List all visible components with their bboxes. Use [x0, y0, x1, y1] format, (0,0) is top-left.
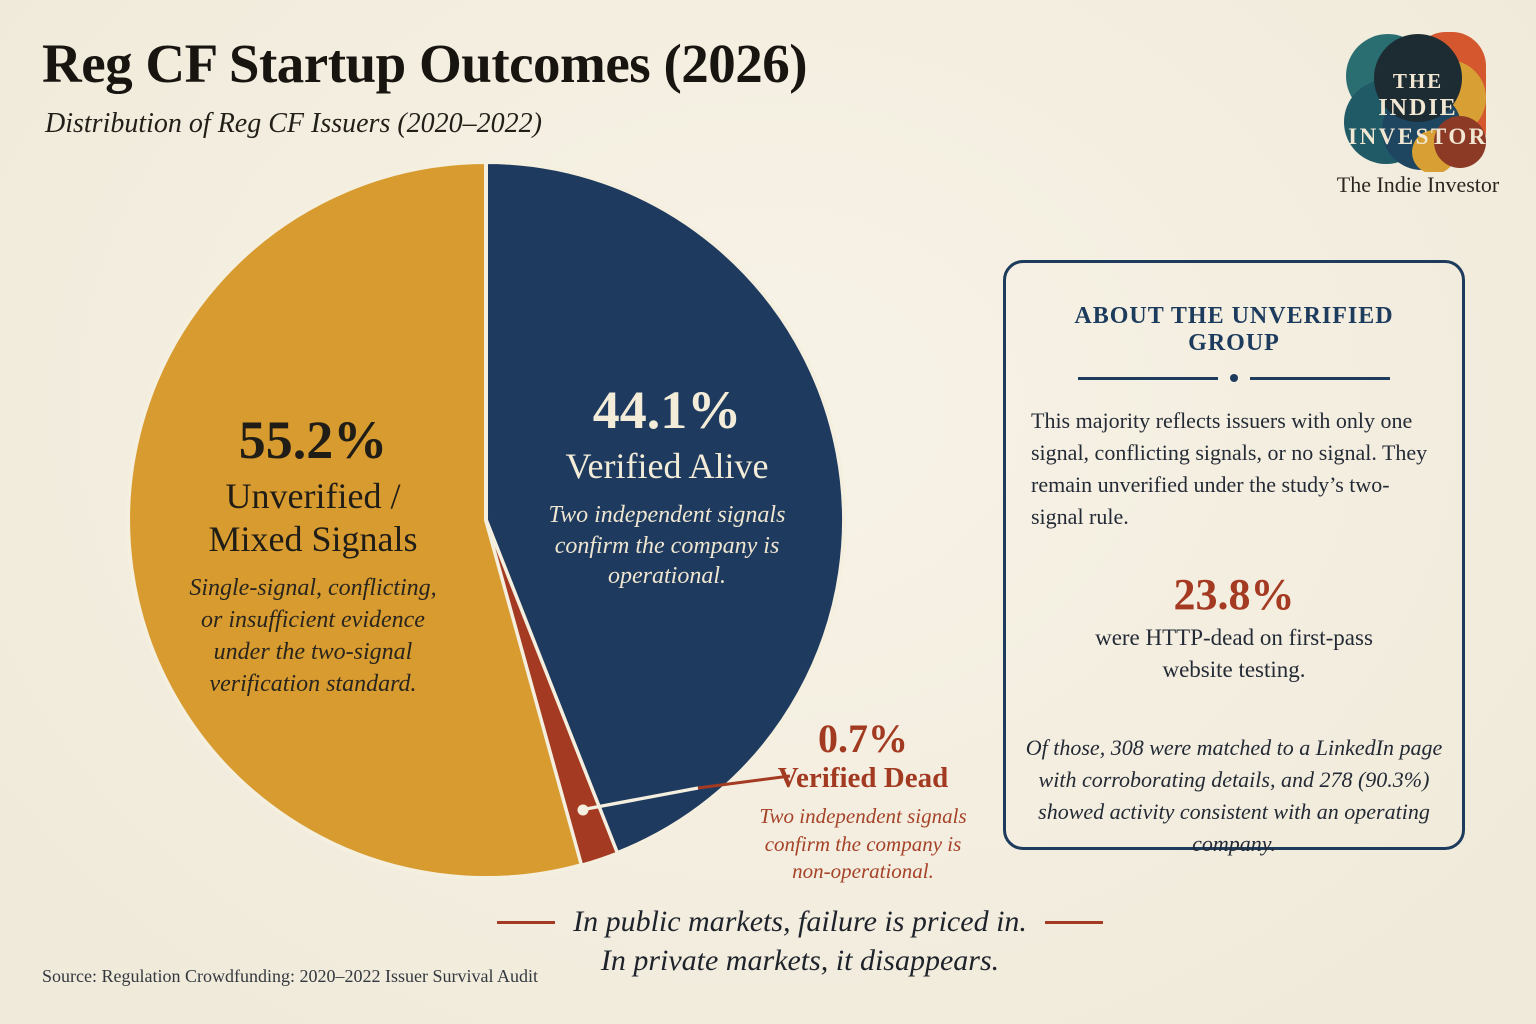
- label-unverified-mixed-signals: 55.2% Unverified / Mixed Signals Single-…: [133, 412, 493, 701]
- unverified-name-line2: Mixed Signals: [208, 518, 418, 559]
- dead-pct: 0.7%: [818, 716, 908, 761]
- brand-logo: THE INDIE INVESTOR: [1344, 24, 1492, 174]
- source-line: Source: Regulation Crowdfunding: 2020–20…: [42, 966, 538, 987]
- stat-caption: were HTTP-dead on first-pass website tes…: [1095, 625, 1373, 683]
- pie-slice-unverified: [126, 160, 584, 880]
- info-box-paragraph: This majority reflects issuers with only…: [1031, 408, 1428, 530]
- quote-text-line2: In private markets, it disappears.: [600, 944, 1000, 977]
- alive-desc-line: Two independent signals: [548, 501, 786, 528]
- unverified-description: Single-signal, conflicting, or insuffici…: [133, 573, 493, 701]
- brand-caption: The Indie Investor: [1336, 172, 1500, 197]
- logo-text-investor: INVESTOR: [1348, 124, 1488, 149]
- quote-text-line1: In public markets, failure is priced in.: [573, 905, 1027, 938]
- dead-description: Two independent signals confirm the comp…: [737, 803, 989, 885]
- info-box-footnote: Of those, 308 were matched to a LinkedIn…: [1025, 734, 1443, 856]
- dead-name: Verified Dead: [777, 762, 949, 794]
- source-note: Source: Regulation Crowdfunding: 2020–20…: [42, 910, 538, 1024]
- unverified-desc-line: Single-signal, conflicting,: [189, 575, 437, 602]
- alive-pct: 44.1%: [592, 380, 742, 440]
- logo-text-the: THE: [1393, 69, 1443, 93]
- info-box-unverified-group: ABOUT THE UNVERIFIED GROUP This majority…: [1003, 260, 1465, 856]
- pie-slice-verified-dead: [484, 518, 619, 867]
- unverified-desc-line: verification standard.: [209, 670, 417, 697]
- brand-logo-mark: THE INDIE INVESTOR: [1344, 32, 1488, 174]
- pie-chart: [126, 160, 847, 880]
- page-subtitle: Distribution of Reg CF Issuers (2020–202…: [45, 108, 542, 139]
- heading-divider: [1078, 374, 1390, 382]
- unverified-desc-line: under the two-signal: [213, 638, 413, 665]
- alive-desc-line: operational.: [608, 563, 726, 590]
- quote-dash-right: [1044, 920, 1103, 924]
- dead-desc-line: confirm the company is: [764, 831, 962, 856]
- label-verified-dead: 0.7% Verified Dead Two independent signa…: [737, 718, 989, 885]
- stat-value: 23.8%: [1173, 570, 1295, 620]
- alive-name: Verified Alive: [565, 445, 769, 486]
- divider-rule-left: [1078, 376, 1218, 380]
- logo-text-indie: INDIE: [1378, 95, 1457, 121]
- label-verified-alive: 44.1% Verified Alive Two independent sig…: [512, 382, 822, 592]
- quote-line1-row: In public markets, failure is priced in.: [450, 905, 1150, 939]
- divider-dot: [1230, 374, 1238, 382]
- dead-desc-line: non-operational.: [792, 858, 934, 883]
- closing-quote: In public markets, failure is priced in.…: [450, 905, 1150, 978]
- logo-circle-maroon: [1434, 116, 1486, 168]
- quote-dash-left: [497, 920, 556, 924]
- info-box-heading: ABOUT THE UNVERIFIED GROUP: [1074, 303, 1394, 356]
- alive-desc-line: confirm the company is: [554, 532, 780, 559]
- logo-circle-charcoal: [1374, 34, 1462, 122]
- alive-description: Two independent signals confirm the comp…: [512, 500, 822, 592]
- dead-desc-line: Two independent signals: [759, 804, 967, 829]
- unverified-name-line1: Unverified /: [225, 475, 401, 516]
- divider-rule-right: [1250, 376, 1390, 380]
- unverified-pct: 55.2%: [238, 410, 388, 470]
- unverified-desc-line: or insufficient evidence: [201, 606, 425, 633]
- page-title: Reg CF Startup Outcomes (2026): [42, 33, 808, 94]
